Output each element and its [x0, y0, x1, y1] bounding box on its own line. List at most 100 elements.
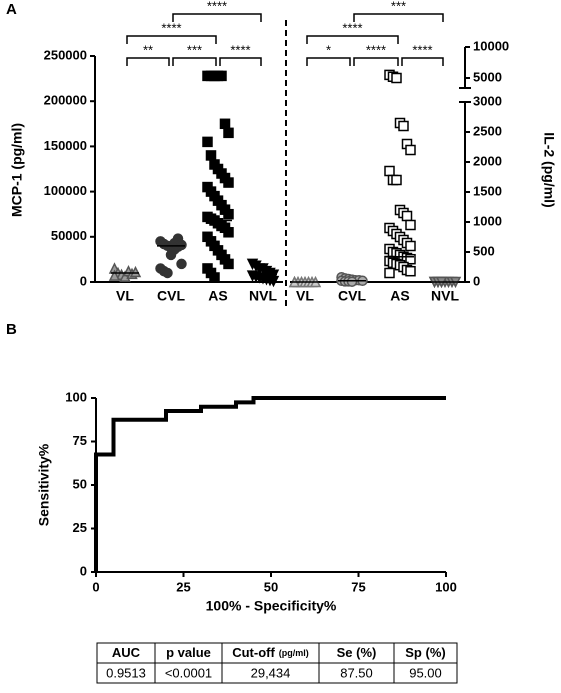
marker	[205, 150, 217, 161]
y-axis-label: MCP-1 (pg/ml)	[9, 123, 25, 217]
significance-bracket	[219, 57, 262, 66]
marker	[346, 276, 358, 287]
panel-label: B	[6, 321, 17, 338]
y2-tick-label: 3000	[473, 93, 502, 108]
significance-label: ****	[207, 0, 227, 13]
marker	[267, 275, 280, 288]
marker	[401, 210, 413, 222]
marker	[223, 258, 234, 270]
marker	[129, 265, 142, 278]
x-tick-label: 75	[351, 579, 365, 594]
y-tick-label: 100	[65, 389, 87, 404]
significance-bracket	[401, 57, 444, 66]
marker	[405, 219, 416, 231]
significance-label: ****	[230, 42, 250, 57]
table-header: p value	[166, 645, 211, 660]
marker	[391, 174, 402, 186]
marker	[223, 227, 234, 238]
significance-label: ****	[366, 42, 386, 57]
marker	[405, 253, 416, 265]
significance-label: ***	[391, 0, 406, 13]
significance-bracket	[353, 13, 444, 22]
significance-label: ****	[342, 20, 362, 35]
y2-tick-label: 2000	[473, 153, 502, 168]
x-tick-label: 100	[435, 579, 457, 594]
significance-label: ****	[412, 42, 432, 57]
table-header: Sp (%)	[405, 645, 445, 660]
significance-bracket	[306, 57, 351, 66]
significance-bracket	[306, 35, 399, 44]
marker	[223, 208, 234, 220]
marker	[398, 120, 409, 132]
marker	[176, 258, 187, 270]
significance-bracket	[172, 13, 262, 22]
table-header-text: p value	[166, 645, 211, 660]
table-cell: 87.50	[340, 665, 373, 680]
marker	[176, 239, 187, 251]
significance-bracket	[172, 57, 217, 66]
significance-bracket	[353, 57, 399, 66]
table-header: Cut-off (pg/ml)	[232, 645, 309, 660]
category-label: NVL	[249, 288, 277, 304]
y-tick-label: 250000	[44, 47, 87, 62]
y2-tick-label: 1500	[473, 183, 502, 198]
y2-tick-label: 1000	[473, 213, 502, 228]
marker	[384, 165, 395, 177]
table-header-text: Cut-off	[232, 645, 275, 660]
marker	[384, 267, 395, 279]
marker	[223, 177, 234, 188]
marker	[216, 70, 227, 82]
y-tick-label: 0	[80, 273, 87, 288]
category-label: AS	[390, 288, 409, 304]
table-cell: <0.0001	[165, 665, 212, 680]
y2-tick-label: 5000	[473, 69, 502, 84]
table-header-text: Se (%)	[337, 645, 377, 660]
marker	[165, 249, 177, 261]
table-header-text: Sp (%)	[405, 645, 445, 660]
significance-label: ****	[161, 20, 181, 35]
table-header: AUC	[112, 645, 141, 660]
significance-label: *	[326, 42, 331, 57]
marker	[405, 240, 416, 252]
marker	[223, 127, 234, 139]
x-axis-label: 100% - Specificity%	[206, 598, 337, 614]
category-label: VL	[116, 288, 134, 304]
marker	[405, 144, 416, 156]
y-tick-label: 75	[73, 433, 87, 448]
significance-bracket	[126, 57, 170, 66]
table-header-unit: (pg/ml)	[279, 648, 309, 658]
marker	[209, 272, 220, 283]
y-tick-label: 50	[73, 476, 87, 491]
category-label: CVL	[157, 288, 185, 304]
category-label: NVL	[431, 288, 459, 304]
y-tick-label: 50000	[51, 228, 87, 243]
table-header-text: AUC	[112, 645, 141, 660]
y-tick-label: 150000	[44, 138, 87, 153]
y-tick-label: 100000	[44, 183, 87, 198]
y2-tick-label: 0	[473, 273, 480, 288]
y2-tick-label: 10000	[473, 38, 509, 53]
table-cell: 95.00	[409, 665, 442, 680]
table-cell: 29,434	[251, 665, 291, 680]
marker	[162, 267, 173, 279]
x-tick-label: 50	[264, 579, 278, 594]
y-tick-label: 200000	[44, 93, 87, 108]
category-label: AS	[208, 288, 227, 304]
y-tick-label: 0	[80, 563, 87, 578]
x-tick-label: 25	[176, 579, 190, 594]
roc-curve	[94, 396, 446, 572]
significance-label: **	[143, 42, 153, 57]
category-label: VL	[296, 288, 314, 304]
y2-tick-label: 2500	[473, 123, 502, 138]
table-header: Se (%)	[337, 645, 377, 660]
marker	[405, 265, 416, 277]
y2-tick-label: 500	[473, 243, 495, 258]
x-tick-label: 0	[92, 579, 99, 594]
panel-label: A	[6, 1, 17, 18]
y2-axis-label: IL-2 (pg/ml)	[541, 132, 557, 207]
marker	[391, 72, 402, 84]
significance-label: ***	[187, 42, 202, 57]
significance-bracket	[126, 35, 217, 44]
category-label: CVL	[338, 288, 366, 304]
